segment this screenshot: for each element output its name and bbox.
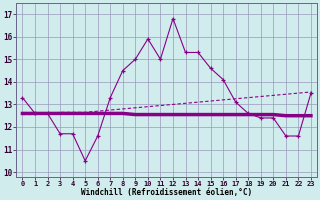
X-axis label: Windchill (Refroidissement éolien,°C): Windchill (Refroidissement éolien,°C)	[81, 188, 252, 197]
